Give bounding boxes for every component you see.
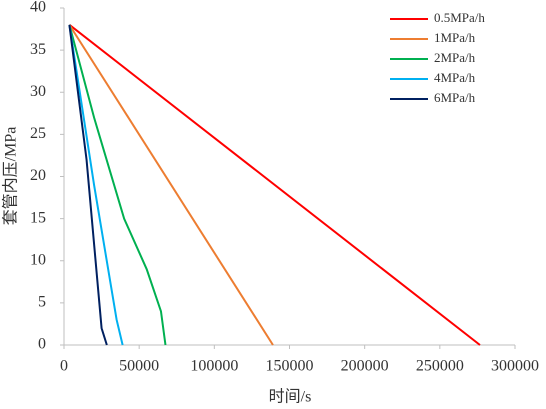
y-tick-label: 10 bbox=[30, 251, 46, 268]
data-line bbox=[68, 24, 108, 346]
data-line bbox=[68, 24, 167, 346]
legend-label: 1MPa/h bbox=[434, 30, 476, 45]
data-line bbox=[68, 24, 274, 346]
x-tick-label: 200000 bbox=[341, 358, 389, 375]
legend-label: 4MPa/h bbox=[434, 70, 476, 85]
data-line bbox=[68, 24, 124, 346]
legend-label: 6MPa/h bbox=[434, 90, 476, 105]
y-tick-label: 15 bbox=[30, 209, 46, 226]
data-line bbox=[68, 24, 481, 346]
y-axis-label: 套管内压/MPa bbox=[2, 127, 20, 226]
y-tick-label: 40 bbox=[30, 0, 46, 16]
x-tick-label: 0 bbox=[60, 358, 68, 375]
x-tick-label: 300000 bbox=[491, 358, 539, 375]
y-tick-label: 25 bbox=[30, 125, 46, 142]
x-tick-label: 150000 bbox=[266, 358, 314, 375]
legend-label: 2MPa/h bbox=[434, 50, 476, 65]
x-tick-label: 100000 bbox=[190, 358, 238, 375]
y-tick-label: 35 bbox=[30, 41, 46, 58]
x-tick-label: 250000 bbox=[416, 358, 464, 375]
legend-label: 0.5MPa/h bbox=[434, 10, 485, 25]
x-axis-label: 时间/s bbox=[269, 388, 312, 406]
y-tick-label: 0 bbox=[38, 336, 46, 353]
x-tick-label: 50000 bbox=[119, 358, 159, 375]
y-tick-label: 30 bbox=[30, 83, 46, 100]
y-tick-label: 20 bbox=[30, 167, 46, 184]
y-tick-label: 5 bbox=[38, 294, 46, 311]
